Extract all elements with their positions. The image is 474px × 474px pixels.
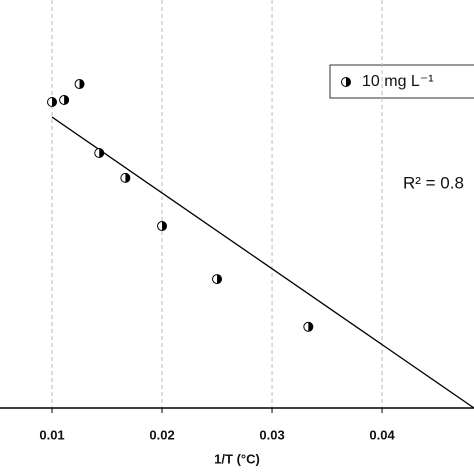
point <box>120 172 131 183</box>
x-tick-label: 0.04 <box>369 427 395 442</box>
fit-line <box>51 116 474 409</box>
legend-marker <box>341 77 351 87</box>
point <box>59 94 70 105</box>
point <box>47 97 58 107</box>
point <box>157 221 168 232</box>
legend-label: 10 mg L⁻¹ <box>362 73 434 90</box>
x-tick-label: 0.01 <box>39 427 64 442</box>
point <box>94 148 105 158</box>
x-axis-label: 1/T (°C) <box>214 451 260 466</box>
legend-box <box>329 64 474 99</box>
x-tick-label: 0.03 <box>259 427 284 442</box>
x-tick-label: 0.02 <box>149 427 174 442</box>
annotation: R² = 0.8 <box>403 173 464 192</box>
point <box>212 274 223 285</box>
point <box>74 79 85 90</box>
point <box>303 321 314 332</box>
